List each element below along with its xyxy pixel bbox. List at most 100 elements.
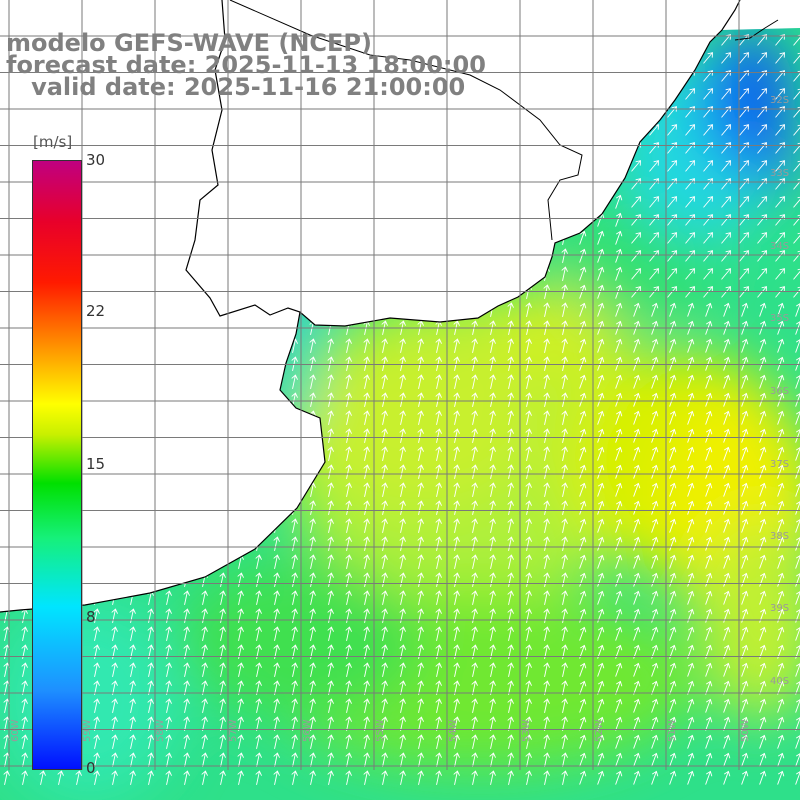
wind-arrow bbox=[741, 680, 749, 695]
wind-arrow bbox=[489, 734, 496, 749]
wind-arrow bbox=[741, 428, 749, 443]
wind-arrow bbox=[741, 590, 749, 605]
wind-arrow bbox=[759, 698, 767, 713]
wind-arrow bbox=[129, 212, 136, 227]
wind-arrow bbox=[615, 680, 623, 695]
wind-arrow bbox=[345, 482, 352, 497]
wind-arrow bbox=[111, 482, 118, 497]
wind-arrow bbox=[561, 464, 568, 479]
wind-arrow bbox=[147, 104, 154, 119]
wind-arrow bbox=[219, 482, 226, 497]
wind-arrow bbox=[327, 518, 334, 533]
wind-arrow bbox=[723, 338, 731, 353]
wind-arrow bbox=[667, 232, 677, 244]
wind-arrow bbox=[147, 536, 154, 551]
wind-arrow bbox=[273, 482, 280, 497]
wind-arrow bbox=[435, 374, 442, 389]
wind-arrow bbox=[381, 338, 388, 353]
wind-arrow bbox=[399, 536, 406, 551]
wind-arrow bbox=[201, 140, 208, 155]
wind-arrow bbox=[435, 698, 442, 713]
wind-arrow bbox=[561, 374, 568, 389]
wind-arrow bbox=[741, 626, 749, 641]
wind-arrow bbox=[777, 572, 785, 587]
wind-arrow bbox=[741, 392, 749, 407]
wind-arrow bbox=[453, 482, 460, 497]
wind-arrow bbox=[183, 194, 190, 209]
wind-arrow bbox=[703, 268, 713, 280]
wind-arrow bbox=[685, 124, 695, 136]
wind-arrow bbox=[147, 302, 154, 317]
wind-arrow bbox=[561, 554, 568, 569]
lat-label: 40S bbox=[770, 676, 790, 687]
wind-arrow bbox=[147, 230, 154, 245]
wind-arrow bbox=[219, 536, 226, 551]
wind-arrow bbox=[525, 482, 532, 497]
wind-arrow bbox=[615, 752, 623, 767]
wind-arrow bbox=[327, 590, 334, 605]
wind-arrow bbox=[21, 176, 28, 191]
wind-arrow bbox=[507, 482, 514, 497]
wind-arrow bbox=[615, 266, 623, 281]
wind-arrow bbox=[615, 410, 623, 425]
wind-arrow bbox=[435, 464, 442, 479]
wind-arrow bbox=[363, 572, 370, 587]
wind-arrow bbox=[111, 698, 118, 713]
wind-arrow bbox=[723, 518, 731, 533]
wind-arrow bbox=[183, 500, 190, 515]
wind-arrow bbox=[759, 662, 767, 677]
wind-arrow bbox=[453, 626, 460, 641]
wind-arrow bbox=[147, 554, 154, 569]
wind-arrow bbox=[561, 392, 568, 407]
wind-arrow bbox=[777, 554, 785, 569]
wind-arrow bbox=[183, 482, 190, 497]
wind-arrow bbox=[525, 392, 532, 407]
wind-arrow bbox=[165, 500, 172, 515]
wind-arrow bbox=[417, 464, 424, 479]
wind-arrow bbox=[291, 752, 298, 767]
wind-arrow bbox=[543, 374, 550, 389]
wind-arrow bbox=[435, 428, 442, 443]
wind-arrow bbox=[579, 698, 587, 713]
wind-arrow bbox=[93, 230, 100, 245]
wind-arrow bbox=[793, 196, 800, 208]
wind-arrow bbox=[739, 196, 749, 208]
wind-arrow bbox=[507, 734, 514, 749]
wind-arrow bbox=[633, 446, 641, 461]
wind-arrow bbox=[345, 500, 352, 515]
wind-arrow bbox=[381, 374, 388, 389]
wind-arrow bbox=[633, 770, 641, 785]
wind-arrow bbox=[273, 590, 280, 605]
wind-arrow bbox=[273, 392, 280, 407]
wind-arrow bbox=[219, 734, 226, 749]
wind-arrow bbox=[111, 572, 118, 587]
wind-arrow bbox=[165, 338, 172, 353]
wind-arrow bbox=[273, 734, 280, 749]
wind-arrow bbox=[739, 124, 749, 136]
wind-arrow bbox=[579, 626, 587, 641]
wind-arrow bbox=[597, 248, 605, 263]
wind-arrow bbox=[633, 338, 641, 353]
wind-arrow bbox=[165, 518, 172, 533]
wind-arrow bbox=[741, 374, 749, 389]
wind-arrow bbox=[93, 518, 100, 533]
wind-arrow bbox=[399, 464, 406, 479]
wind-arrow bbox=[381, 626, 388, 641]
wind-arrow bbox=[417, 608, 424, 623]
wind-arrow bbox=[705, 554, 713, 569]
wind-arrow bbox=[705, 626, 713, 641]
wind-arrow bbox=[759, 500, 767, 515]
wind-arrow bbox=[615, 554, 623, 569]
wind-speed-field bbox=[0, 30, 800, 800]
wind-arrow bbox=[687, 428, 695, 443]
wind-arrow bbox=[201, 536, 208, 551]
wind-arrow bbox=[651, 572, 659, 587]
wind-arrow bbox=[669, 662, 677, 677]
wind-arrow bbox=[129, 140, 136, 155]
wind-arrow bbox=[597, 338, 605, 353]
wind-arrow bbox=[741, 752, 749, 767]
wind-arrow bbox=[687, 446, 695, 461]
wind-arrow bbox=[399, 662, 406, 677]
wind-arrow bbox=[201, 464, 208, 479]
wind-arrow bbox=[345, 590, 352, 605]
